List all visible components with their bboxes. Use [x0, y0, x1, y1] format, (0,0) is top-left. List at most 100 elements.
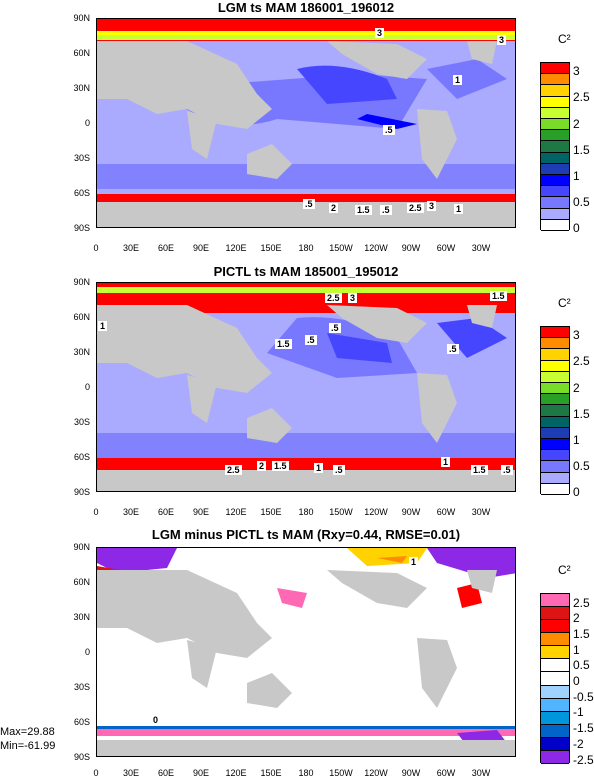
x-tick: 30E — [122, 507, 140, 517]
x-tick: 60E — [157, 507, 175, 517]
contour-label: 1.5 — [355, 205, 372, 215]
colorbar-swatch — [541, 594, 569, 608]
x-tick: 120E — [225, 507, 247, 517]
colorbar-swatch — [541, 607, 569, 621]
y-tick: 30N — [73, 347, 90, 357]
x-tick: 90W — [401, 507, 421, 517]
x-tick: 150E — [260, 507, 282, 517]
contour-label: .5 — [329, 323, 341, 333]
x-tick: 180 — [298, 507, 314, 517]
colorbar-swatch — [541, 130, 569, 142]
map-svg — [97, 548, 515, 756]
x-tick: 180 — [298, 243, 314, 253]
colorbar-boxes — [540, 593, 570, 764]
colorbar-swatch — [541, 427, 569, 439]
x-tick: 120W — [364, 243, 388, 253]
contour-label: 1.5 — [490, 291, 507, 301]
contour-label: .5 — [303, 199, 315, 209]
colorbar-swatch — [541, 141, 569, 153]
y-tick: 60S — [73, 717, 90, 727]
y-tick: 90S — [73, 223, 90, 233]
colorbar-swatch — [541, 63, 569, 75]
map-svg — [97, 19, 515, 227]
colorbar-swatch — [541, 633, 569, 647]
contour-label: .5 — [333, 465, 345, 475]
contour-label: 2 — [329, 203, 339, 213]
min-label: Min=-61.99 — [0, 740, 56, 752]
contour-label: 1 — [454, 204, 464, 214]
x-tick: 30W — [471, 768, 491, 778]
colorbar-label: 0 — [573, 221, 580, 236]
y-tick: 30N — [73, 612, 90, 622]
colorbar-swatch — [541, 338, 569, 350]
contour-label: 1 — [98, 321, 108, 331]
colorbar-swatch — [541, 646, 569, 660]
y-tick: 60N — [73, 48, 90, 58]
colorbar-label: 2 — [573, 116, 580, 131]
colorbar-swatch — [541, 349, 569, 361]
x-tick: 60W — [436, 507, 456, 517]
colorbar-label: -0.5 — [573, 689, 594, 704]
y-tick: 90N — [73, 542, 90, 552]
max-label: Max=29.88 — [0, 726, 55, 738]
map-plot: 3 .5 1 .5 2 1.5 .5 2.5 3 1 3 — [96, 18, 516, 228]
colorbar-swatch — [541, 371, 569, 383]
colorbar-label: 0.5 — [573, 658, 590, 673]
colorbar-swatch — [541, 383, 569, 395]
contour-label: .5 — [305, 335, 317, 345]
x-tick: 60W — [436, 768, 456, 778]
y-tick: 30S — [73, 682, 90, 692]
colorbar-swatch — [541, 672, 569, 686]
y-tick: 90S — [73, 487, 90, 497]
panel-pictl: PICTL ts MAM 185001_195012 2.5 3 1.5 1.5… — [0, 264, 594, 524]
x-tick: 60W — [436, 243, 456, 253]
x-tick: 120E — [225, 768, 247, 778]
colorbar-swatch — [541, 711, 569, 725]
colorbar-unit: C² — [558, 563, 571, 577]
contour-label: 2.5 — [225, 465, 242, 475]
contour-label: 2.5 — [325, 293, 342, 303]
x-tick: 150W — [329, 768, 353, 778]
y-tick: 0 — [84, 647, 90, 657]
colorbar-label: 1.5 — [573, 142, 590, 157]
colorbar-swatch — [541, 186, 569, 198]
colorbar-swatch — [541, 119, 569, 131]
y-tick: 90N — [73, 13, 90, 23]
panel-title: PICTL ts MAM 185001_195012 — [213, 264, 399, 279]
panel-title: LGM ts MAM 186001_196012 — [217, 0, 395, 15]
contour-label: .5 — [380, 205, 392, 215]
contour-label: 0 — [151, 715, 161, 725]
x-tick: 90E — [192, 243, 210, 253]
x-tick: 120E — [225, 243, 247, 253]
colorbar-swatch — [541, 208, 569, 220]
colorbar-swatch — [541, 152, 569, 164]
colorbar-swatch — [541, 219, 569, 231]
y-tick: 0 — [84, 118, 90, 128]
y-tick: 30N — [73, 83, 90, 93]
colorbar-label: 1 — [573, 432, 580, 447]
colorbar-label: -2.5 — [573, 752, 594, 767]
panel-difference: LGM minus PICTL ts MAM (Rxy=0.44, RMSE=0… — [0, 527, 594, 782]
x-tick: 150E — [260, 243, 282, 253]
colorbar-label: 0 — [573, 674, 580, 689]
colorbar-swatch — [541, 416, 569, 428]
colorbar-swatch — [541, 483, 569, 495]
colorbar-label: -1 — [573, 705, 584, 720]
colorbar-swatch — [541, 450, 569, 462]
x-tick: 60E — [157, 768, 175, 778]
colorbar-swatch — [541, 698, 569, 712]
colorbar-label: 0.5 — [573, 194, 590, 209]
colorbar-swatch — [541, 750, 569, 764]
colorbar-label: 3 — [573, 64, 580, 79]
contour-label: 1 — [441, 457, 451, 467]
colorbar-label: 2.5 — [573, 595, 590, 610]
map-plot: 1 0 — [96, 547, 516, 757]
contour-label: 1.5 — [272, 461, 289, 471]
colorbar-boxes — [540, 62, 570, 231]
contour-label: .5 — [447, 344, 459, 354]
x-tick: 0 — [93, 768, 99, 778]
x-tick: 30E — [122, 768, 140, 778]
colorbar-swatch — [541, 107, 569, 119]
contour-label: .5 — [501, 465, 513, 475]
colorbar-swatch — [541, 85, 569, 97]
